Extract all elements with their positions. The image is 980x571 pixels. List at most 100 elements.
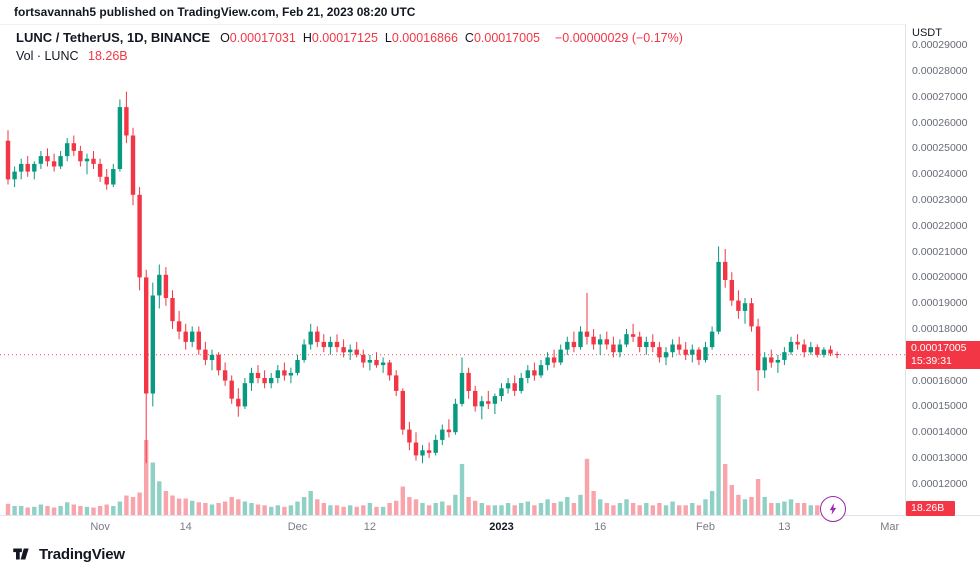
- candle: [196, 326, 201, 355]
- y-axis-tick: 0.00027000: [912, 90, 968, 103]
- tradingview-logo-icon: [13, 548, 29, 560]
- volume-bar: [755, 479, 761, 515]
- y-axis-tick: 0.00022000: [912, 219, 968, 232]
- volume-bar: [709, 491, 715, 515]
- volume-bar: [617, 503, 623, 515]
- candle: [670, 339, 675, 358]
- candle: [51, 153, 57, 172]
- candle: [519, 372, 524, 394]
- volume-bar: [505, 503, 511, 515]
- volume-bar: [176, 498, 182, 515]
- volume-bar: [196, 502, 201, 515]
- candle: [788, 336, 794, 355]
- volume-bar: [367, 503, 373, 515]
- candle: [459, 357, 465, 407]
- candle: [183, 323, 188, 350]
- volume-bar: [420, 503, 425, 515]
- volume-bar: [124, 495, 129, 515]
- x-axis-label: 2023: [489, 521, 514, 533]
- candle: [282, 362, 287, 381]
- volume-bar: [571, 503, 577, 515]
- volume-bar: [769, 503, 774, 515]
- candle: [19, 158, 24, 180]
- candle: [58, 151, 63, 169]
- volume-bar: [361, 505, 366, 515]
- volume-bar: [696, 505, 702, 515]
- volume-bar: [683, 505, 688, 515]
- candle: [683, 341, 688, 360]
- candle: [736, 290, 741, 319]
- candle: [222, 362, 228, 386]
- volume-bar: [65, 502, 70, 515]
- volume-bar: [479, 503, 484, 515]
- boost-button[interactable]: [820, 496, 846, 522]
- candle: [275, 365, 280, 384]
- candle: [446, 419, 452, 438]
- y-axis-tick: 0.00029000: [912, 39, 968, 52]
- x-axis-label: Nov: [90, 521, 110, 533]
- candle: [209, 349, 215, 371]
- y-axis-tick: 0.00025000: [912, 142, 968, 155]
- candle: [525, 365, 530, 384]
- x-axis-label: Dec: [287, 521, 308, 533]
- volume-bar: [236, 499, 241, 515]
- candle: [97, 158, 103, 182]
- volume-bar: [775, 503, 781, 515]
- volume-bar: [591, 491, 596, 515]
- candle: [808, 341, 813, 355]
- candle: [255, 365, 261, 384]
- candle: [269, 372, 274, 389]
- volume-bar: [117, 501, 123, 515]
- candle: [216, 352, 221, 376]
- volume-bar: [380, 506, 386, 515]
- volume-bar: [12, 506, 17, 515]
- candle: [111, 163, 116, 188]
- candle: [137, 187, 142, 291]
- volume-bar: [354, 506, 359, 515]
- candle: [624, 329, 629, 348]
- candle: [795, 334, 800, 350]
- volume-bar: [466, 497, 471, 515]
- volume-bar: [453, 494, 458, 515]
- volume-bar: [545, 499, 550, 515]
- price-axis[interactable]: USDT 0.00017005 15:39:31 18.26B 0.000290…: [905, 24, 980, 537]
- attribution-bar: fortsavannah5 published on TradingView.c…: [0, 0, 980, 25]
- volume-bar: [308, 491, 313, 515]
- candle: [150, 282, 155, 407]
- candle: [229, 375, 234, 404]
- candle: [644, 336, 649, 355]
- candle: [407, 421, 412, 451]
- volume-bar: [650, 505, 655, 515]
- tradingview-logo[interactable]: TradingView: [12, 546, 125, 563]
- candle: [538, 360, 544, 378]
- candle: [361, 349, 366, 368]
- x-axis-label: Mar: [880, 521, 900, 533]
- volume-bar: [426, 505, 432, 515]
- volume-bar: [459, 464, 465, 515]
- candle: [91, 151, 96, 169]
- time-axis[interactable]: Nov 14 Dec 12 2023 16 Feb 13 Mar: [0, 515, 980, 538]
- y-axis-tick: 0.00012000: [912, 477, 968, 490]
- candle: [38, 151, 44, 169]
- volume-bar: [400, 486, 405, 515]
- volume-bar: [275, 505, 280, 515]
- candle: [834, 351, 840, 359]
- chart-canvas[interactable]: LUNC / TetherUS, 1D, BINANCE O0.00017031…: [0, 24, 905, 522]
- candle: [394, 370, 399, 397]
- candle: [637, 331, 642, 353]
- y-axis-tick: 0.00020000: [912, 271, 968, 284]
- volume-bar: [512, 505, 517, 515]
- volume-bar: [611, 505, 616, 515]
- candlestick-chart[interactable]: [0, 24, 905, 515]
- x-axis-label: 16: [594, 521, 607, 533]
- candle: [821, 347, 827, 358]
- volume-bars: [5, 395, 840, 515]
- last-price-badge: 0.00017005 15:39:31: [906, 341, 980, 370]
- volume-bar: [295, 501, 300, 515]
- candle: [709, 326, 715, 350]
- candle: [677, 336, 682, 355]
- brand-name: TradingView: [39, 545, 125, 563]
- candle: [690, 344, 695, 363]
- candle: [663, 347, 669, 366]
- volume-bar: [157, 481, 162, 515]
